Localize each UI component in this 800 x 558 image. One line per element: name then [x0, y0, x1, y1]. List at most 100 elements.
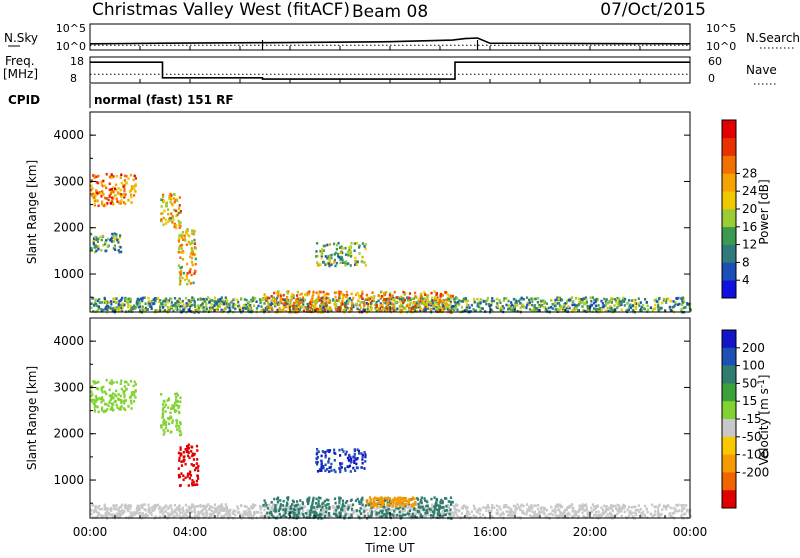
heatmap-cell — [118, 307, 121, 310]
heatmap-cell — [533, 309, 536, 312]
heatmap-cell — [220, 509, 223, 512]
heatmap-cell — [684, 512, 687, 515]
heatmap-cell — [299, 499, 302, 502]
heatmap-cell — [118, 407, 121, 411]
heatmap-cell — [381, 503, 384, 506]
heatmap-cell — [224, 299, 227, 303]
heatmap-cell — [141, 307, 144, 310]
heatmap-cell — [120, 303, 123, 307]
heatmap-cell — [445, 497, 448, 500]
heatmap-cell — [189, 255, 192, 259]
heatmap-cell — [578, 504, 581, 508]
heatmap-cell — [124, 193, 127, 196]
heatmap-cell — [191, 253, 194, 256]
heatmap-cell — [383, 293, 386, 297]
heatmap-cell — [605, 508, 609, 511]
heatmap-cell — [242, 510, 245, 513]
heatmap-cell — [263, 508, 266, 512]
heatmap-cell — [379, 310, 382, 313]
heatmap-cell — [465, 509, 469, 513]
heatmap-cell — [344, 253, 348, 256]
heatmap-cell — [352, 303, 355, 307]
heatmap-cell — [522, 305, 525, 309]
heatmap-cell — [170, 407, 173, 410]
heatmap-cell — [537, 309, 540, 312]
heatmap-cell — [315, 512, 318, 516]
heatmap-cell — [391, 294, 394, 298]
heatmap-cell — [393, 306, 396, 310]
heatmap-cell — [103, 184, 107, 188]
heatmap-cell — [397, 507, 400, 510]
heatmap-cell — [334, 470, 337, 474]
heatmap-cell — [629, 510, 632, 513]
heatmap-cell — [115, 306, 118, 309]
heatmap-cell — [618, 299, 621, 303]
heatmap-cell — [432, 515, 435, 518]
heatmap-cell — [176, 507, 179, 510]
heatmap-cell — [349, 245, 352, 248]
heatmap-cell — [517, 299, 520, 303]
heatmap-cell — [464, 300, 468, 303]
heatmap-cell — [656, 511, 660, 515]
heatmap-cell — [606, 306, 609, 310]
heatmap-cell — [403, 497, 406, 500]
heatmap-cell — [322, 302, 325, 305]
heatmap-cell — [180, 265, 183, 269]
heatmap-cell — [334, 295, 337, 299]
heatmap-cell — [573, 514, 576, 517]
heatmap-cell — [370, 308, 373, 311]
heatmap-cell — [123, 401, 126, 405]
heatmap-cell — [94, 506, 97, 509]
heatmap-cell — [450, 305, 453, 308]
heatmap-cell — [530, 297, 533, 301]
heatmap-cell — [586, 304, 589, 308]
heatmap-cell — [264, 512, 267, 516]
heatmap-cell — [171, 404, 174, 407]
heatmap-cell — [339, 470, 342, 474]
heatmap-cell — [314, 514, 317, 517]
heatmap-cell — [178, 514, 181, 518]
heatmap-cell — [339, 496, 342, 500]
heatmap-cell — [322, 249, 325, 252]
heatmap-cell — [185, 450, 188, 453]
heatmap-cell — [335, 303, 338, 306]
heatmap-cell — [392, 298, 395, 302]
heatmap-cell — [190, 506, 193, 510]
heatmap-cell — [151, 506, 154, 509]
heatmap-cell — [517, 506, 520, 509]
heatmap-cell — [358, 252, 361, 255]
heatmap-cell — [295, 309, 298, 312]
heatmap-cell — [358, 244, 361, 248]
heatmap-cell — [96, 240, 99, 243]
heatmap-cell — [202, 309, 205, 313]
heatmap-cell — [374, 306, 377, 310]
heatmap-cell — [281, 298, 284, 301]
heatmap-cell — [301, 300, 304, 304]
heatmap-cell — [163, 430, 166, 434]
heatmap-cell — [434, 507, 437, 510]
heatmap-cell — [491, 297, 494, 300]
heatmap-cell — [302, 505, 305, 508]
heatmap-cell — [396, 296, 399, 299]
heatmap-cell — [553, 508, 556, 511]
heatmap-cell — [175, 425, 178, 428]
heatmap-cell — [100, 398, 103, 401]
heatmap-cell — [283, 300, 286, 304]
heatmap-cell — [255, 300, 258, 303]
heatmap-cell — [188, 508, 191, 511]
heatmap-cell — [510, 507, 513, 511]
heatmap-cell — [318, 290, 321, 294]
heatmap-cell — [190, 445, 193, 449]
heatmap-cell — [307, 307, 310, 311]
heatmap-cell — [356, 513, 359, 517]
heatmap-cell — [205, 297, 208, 301]
heatmap-cell — [365, 293, 368, 297]
heatmap-cell — [301, 502, 305, 505]
heatmap-cell — [276, 308, 279, 312]
heatmap-cell — [433, 303, 436, 307]
heatmap-cell — [90, 508, 93, 512]
heatmap-cell — [424, 306, 427, 309]
heatmap-cell — [456, 308, 459, 312]
heatmap-cell — [353, 242, 356, 245]
